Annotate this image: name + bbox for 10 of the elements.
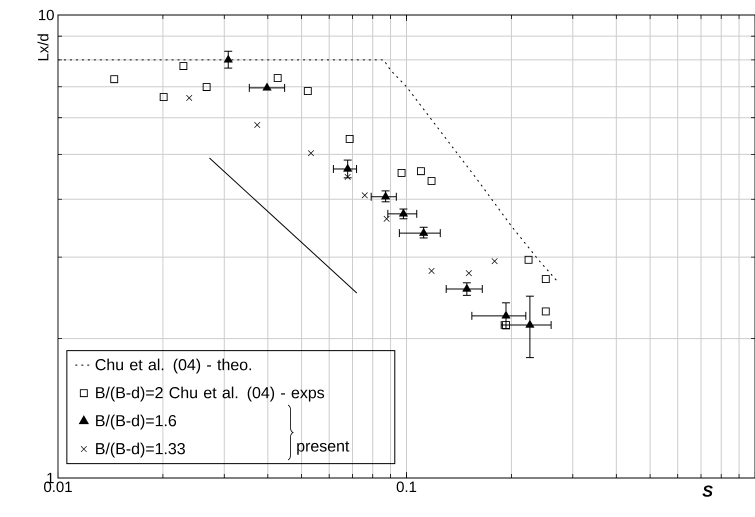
legend-label: Chu et al. (04) - theo. bbox=[96, 358, 252, 374]
legend-label: B/(B-d)=2 Chu et al. (04) - exps bbox=[96, 386, 324, 402]
y-tick-label: 10 bbox=[38, 10, 54, 20]
y-axis-title: Lx/d bbox=[38, 34, 48, 60]
x-tick-label: 0.01 bbox=[44, 482, 72, 492]
legend-label: B/(B-d)=1.33 bbox=[96, 442, 185, 458]
legend-label: B/(B-d)=1.6 bbox=[96, 414, 176, 430]
x-axis-title: S bbox=[702, 486, 713, 497]
x-tick-label: 0.1 bbox=[396, 482, 416, 492]
annotation: present bbox=[297, 441, 350, 455]
